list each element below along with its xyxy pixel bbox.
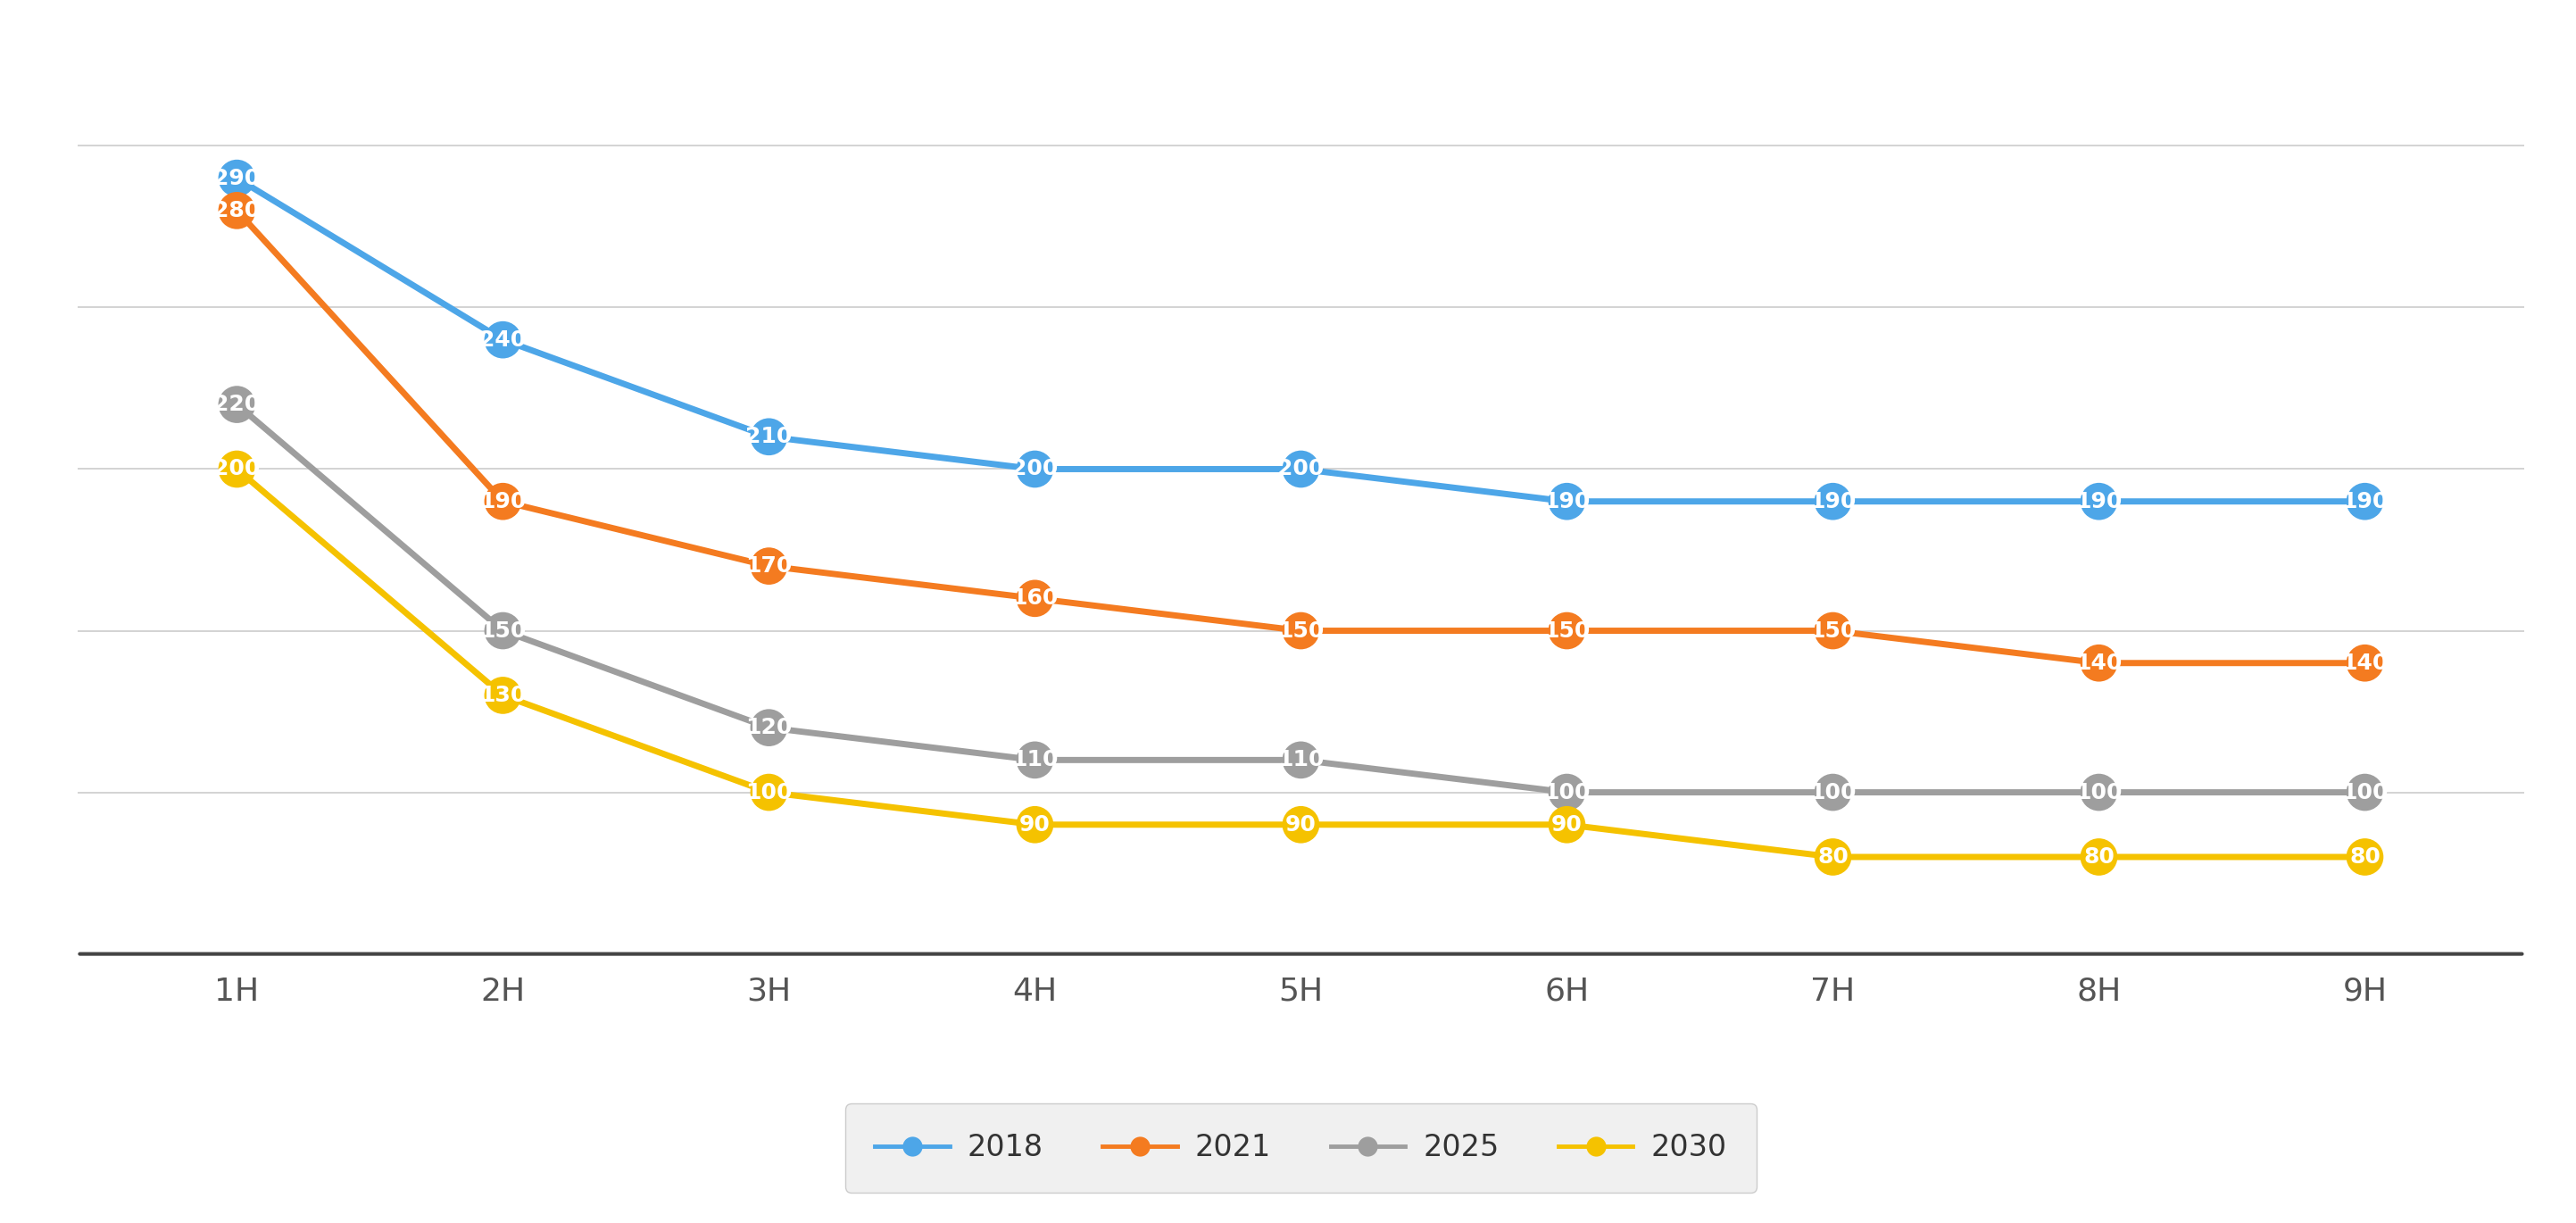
Point <box>747 427 788 446</box>
Text: 190: 190 <box>479 490 526 512</box>
Point <box>1280 815 1321 834</box>
Point <box>2079 848 2120 867</box>
Point <box>1015 460 1056 479</box>
Text: 190: 190 <box>1543 490 1589 512</box>
Text: 110: 110 <box>1012 750 1059 770</box>
Text: 90: 90 <box>1285 815 1316 835</box>
Point <box>2344 848 2385 867</box>
Text: 100: 100 <box>1543 781 1589 804</box>
Point <box>1814 621 1855 641</box>
Text: 80: 80 <box>2084 846 2115 867</box>
Text: 200: 200 <box>1012 459 1059 479</box>
Text: 210: 210 <box>744 426 793 448</box>
Legend: 2018, 2021, 2025, 2030: 2018, 2021, 2025, 2030 <box>845 1103 1757 1192</box>
Text: 120: 120 <box>744 717 793 739</box>
Text: 90: 90 <box>1551 815 1582 835</box>
Point <box>216 201 258 220</box>
Point <box>216 395 258 415</box>
Text: 170: 170 <box>744 555 793 577</box>
Point <box>747 718 788 737</box>
Text: 100: 100 <box>2076 781 2123 804</box>
Text: 150: 150 <box>1543 620 1589 641</box>
Text: 140: 140 <box>2342 652 2388 674</box>
Text: 100: 100 <box>2342 781 2388 804</box>
Point <box>1015 588 1056 608</box>
Point <box>747 556 788 576</box>
Text: 290: 290 <box>214 168 260 188</box>
Text: 160: 160 <box>1012 588 1059 609</box>
Point <box>1280 460 1321 479</box>
Point <box>2079 783 2120 802</box>
Text: 100: 100 <box>1808 781 1857 804</box>
Point <box>2079 492 2120 511</box>
Point <box>747 783 788 802</box>
Point <box>1814 783 1855 802</box>
Point <box>2344 492 2385 511</box>
Point <box>216 460 258 479</box>
Text: 110: 110 <box>1278 750 1324 770</box>
Text: 150: 150 <box>1808 620 1857 641</box>
Point <box>1546 783 1587 802</box>
Point <box>1280 750 1321 769</box>
Text: 150: 150 <box>1278 620 1324 641</box>
Text: 200: 200 <box>214 459 260 479</box>
Text: 190: 190 <box>2076 490 2123 512</box>
Point <box>1015 815 1056 834</box>
Text: 130: 130 <box>479 685 526 706</box>
Point <box>2344 653 2385 673</box>
Point <box>1546 492 1587 511</box>
Text: 200: 200 <box>1278 459 1324 479</box>
Text: 220: 220 <box>214 394 260 415</box>
Text: 80: 80 <box>2349 846 2380 867</box>
Point <box>1546 815 1587 834</box>
Point <box>2344 783 2385 802</box>
Text: 150: 150 <box>479 620 526 641</box>
Point <box>482 686 523 706</box>
Text: 280: 280 <box>214 199 260 221</box>
Point <box>482 330 523 350</box>
Text: 90: 90 <box>1020 815 1051 835</box>
Point <box>482 492 523 511</box>
Point <box>1814 492 1855 511</box>
Text: 190: 190 <box>1808 490 1857 512</box>
Point <box>1280 621 1321 641</box>
Text: 140: 140 <box>2076 652 2123 674</box>
Text: 240: 240 <box>479 329 526 351</box>
Point <box>1814 848 1855 867</box>
Point <box>2079 653 2120 673</box>
Text: 80: 80 <box>1816 846 1850 867</box>
Text: 190: 190 <box>2342 490 2388 512</box>
Text: 100: 100 <box>744 781 793 804</box>
Point <box>1015 750 1056 769</box>
Point <box>1546 621 1587 641</box>
Point <box>482 621 523 641</box>
Point <box>216 169 258 188</box>
